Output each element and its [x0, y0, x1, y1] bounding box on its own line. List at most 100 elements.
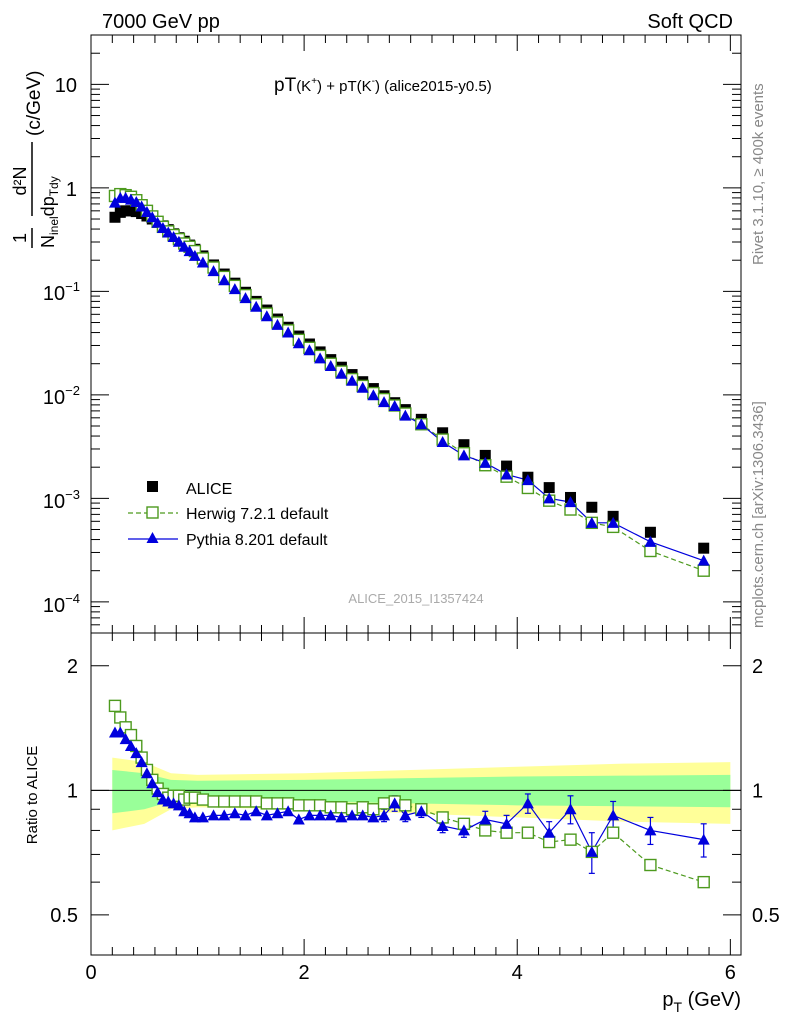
herwig-point [644, 544, 657, 558]
x-tick-4: 4 [512, 962, 523, 984]
pythia-point [162, 226, 175, 238]
alice-point [479, 449, 491, 461]
analysis-watermark: ALICE_2015_I1357424 [348, 591, 483, 606]
legend-label-herwig: Herwig 7.2.1 default [186, 506, 329, 523]
pythia-ratio-point [378, 809, 391, 821]
herwig-ratio-point [228, 795, 242, 808]
ylabel-den-n: N [38, 235, 58, 248]
pythia-ratio-point [585, 845, 598, 857]
pythia-point [239, 292, 252, 304]
top-y-tick-1e-3: 10−3 [43, 487, 80, 513]
legend-marker-herwig [146, 506, 159, 519]
top-y-tick-1: 1 [66, 179, 77, 201]
herwig-point [697, 564, 710, 577]
herwig-ratio-point [335, 801, 348, 814]
pythia-ratio-point [415, 805, 428, 817]
ylabel-unit: (c/GeV) [24, 71, 45, 136]
legend: ALICE Herwig 7.2.1 default Pythia 8.201 … [128, 481, 329, 549]
pythia-point [314, 352, 327, 364]
x-tick-0: 0 [85, 962, 96, 984]
pythia-point [196, 256, 209, 268]
pythia-point [178, 240, 191, 252]
side-text-mcplots: mcplots.cern.ch [arXiv:1306.3436] [750, 401, 767, 628]
pythia-ratio-point [271, 807, 284, 819]
pythia-point [151, 216, 164, 228]
pythia-ratio-point [500, 817, 513, 829]
pythia-point [135, 200, 148, 212]
pythia-point [697, 554, 710, 566]
x-tick-labels: 0 2 4 6 [85, 962, 735, 984]
pythia-ratio-point [124, 739, 137, 751]
pythia-point [543, 492, 556, 504]
herwig-ratio-point [542, 835, 556, 849]
bottom-y-tick-1-right: 1 [752, 780, 763, 802]
herwig-ratio-point [303, 799, 316, 812]
pythia-point [250, 300, 263, 312]
pythia-ratio-point [146, 777, 159, 789]
title-post: (alice2015-y0.5) [380, 78, 492, 95]
pythia-ratio-point [207, 809, 220, 821]
pythia-ratio-point [367, 811, 380, 823]
header-left: 7000 GeV pp [102, 11, 220, 33]
alice-point [458, 439, 470, 451]
pythia-point [457, 449, 470, 461]
top-y-tick-1e-4: 10−4 [43, 591, 80, 617]
top-y-tick-1e-2: 10−2 [43, 383, 80, 409]
pythia-ratio-point [303, 809, 316, 821]
pythia-ratio-point [457, 824, 470, 836]
ylabel-den-sub: inel [47, 216, 61, 235]
title-k2-sup: - [372, 76, 375, 87]
pythia-point [479, 456, 492, 468]
top-panel-data [108, 187, 710, 577]
herwig-ratio-point [377, 797, 391, 810]
pythia-ratio-point [228, 807, 241, 819]
pythia-ratio-point [356, 809, 369, 821]
pythia-ratio-point [479, 813, 492, 825]
pythia-point [436, 436, 449, 448]
pythia-ratio-point [183, 807, 196, 819]
bottom-y-tick-labels: 2 1 0.5 2 1 0.5 [50, 656, 780, 927]
pythia-point [564, 496, 577, 508]
herwig-ratio-point [313, 799, 327, 812]
herwig-ratio-point [521, 826, 535, 839]
alice-point [698, 542, 710, 554]
xlabel-sub: T [674, 999, 683, 1015]
x-axis-label: pT (GeV) [662, 989, 741, 1015]
pythia-point [146, 211, 159, 223]
bottom-y-tick-1-left: 1 [67, 780, 78, 802]
pythia-point [167, 231, 180, 243]
herwig-ratio-point [500, 826, 513, 839]
pythia-point [260, 310, 273, 322]
pythia-point [292, 337, 305, 349]
bottom-frame [90, 632, 742, 956]
bottom-y-tick-05-right: 0.5 [752, 905, 780, 927]
alice-point [543, 482, 555, 494]
pythia-point [335, 367, 348, 379]
top-y-tick-labels: 10 1 10−1 10−2 10−3 10−4 [43, 75, 80, 617]
pythia-point [607, 516, 620, 528]
herwig-ratio-point [399, 799, 412, 812]
herwig-ratio-point [217, 795, 231, 808]
legend-label-alice: ALICE [186, 481, 232, 498]
pythia-ratio-point [239, 809, 252, 821]
pythia-point [585, 516, 598, 528]
pythia-point [228, 283, 241, 295]
title-k1: (K [296, 78, 311, 95]
herwig-ratio-point [292, 799, 305, 812]
pythia-ratio-point [282, 805, 295, 817]
x-tick-6: 6 [725, 962, 736, 984]
pythia-point [271, 318, 284, 330]
xlabel-unit: (GeV) [682, 989, 741, 1011]
pythia-ratio-point [607, 809, 620, 821]
pythia-ratio-point [346, 809, 359, 821]
pythia-ratio-point [140, 767, 153, 779]
herwig-ratio-point [108, 699, 122, 713]
herwig-ratio-point [644, 858, 657, 872]
alice-point [644, 526, 656, 538]
legend-marker-pythia [146, 532, 159, 543]
pythia-ratio-point [260, 809, 273, 821]
legend-label-pythia: Pythia 8.201 default [186, 532, 328, 549]
axis-ticks [90, 34, 741, 956]
ratio-panel-data [108, 699, 710, 889]
